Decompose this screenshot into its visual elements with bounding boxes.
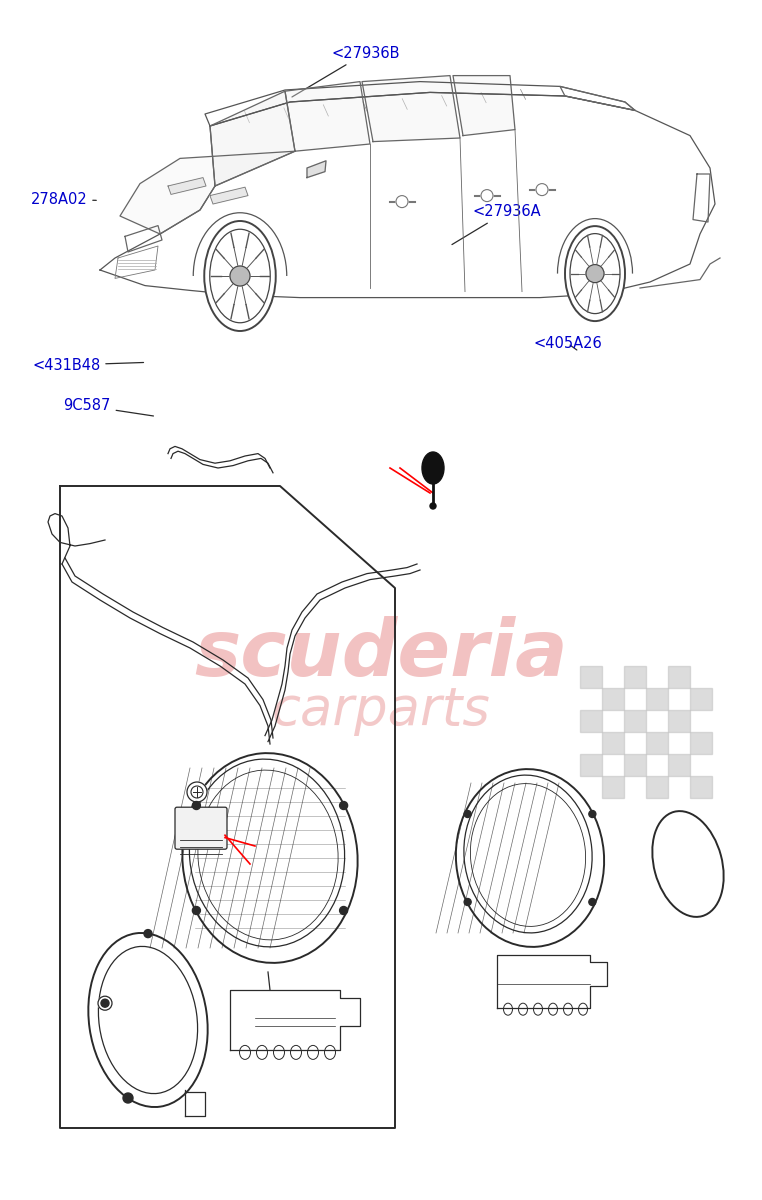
FancyBboxPatch shape: [175, 808, 227, 850]
Polygon shape: [307, 161, 326, 178]
Bar: [602, 776, 624, 798]
Circle shape: [396, 196, 408, 208]
Bar: [624, 666, 646, 688]
Circle shape: [589, 810, 596, 817]
Text: <27936B: <27936B: [292, 46, 400, 97]
Circle shape: [340, 802, 347, 810]
Text: <431B48: <431B48: [32, 358, 143, 372]
Bar: [624, 710, 646, 732]
Text: scuderia: scuderia: [194, 616, 568, 692]
Circle shape: [123, 1093, 133, 1103]
Bar: [668, 710, 690, 732]
Polygon shape: [210, 91, 295, 186]
Circle shape: [589, 899, 596, 906]
Polygon shape: [120, 151, 295, 234]
Polygon shape: [168, 178, 206, 194]
Circle shape: [430, 503, 436, 509]
Circle shape: [192, 906, 200, 914]
Circle shape: [230, 266, 250, 286]
Circle shape: [464, 899, 471, 906]
Bar: [668, 754, 690, 776]
Circle shape: [481, 190, 493, 202]
Bar: [580, 754, 602, 776]
Bar: [668, 666, 690, 688]
Circle shape: [536, 184, 548, 196]
Bar: [580, 666, 602, 688]
Circle shape: [144, 930, 152, 937]
Bar: [690, 732, 712, 754]
Polygon shape: [453, 76, 515, 136]
Bar: [646, 776, 668, 798]
Circle shape: [98, 996, 112, 1010]
Bar: [602, 688, 624, 710]
Bar: [646, 688, 668, 710]
Polygon shape: [210, 187, 248, 204]
Polygon shape: [285, 82, 370, 151]
Ellipse shape: [422, 452, 444, 484]
Polygon shape: [362, 76, 460, 142]
Ellipse shape: [565, 226, 625, 322]
Text: carparts: carparts: [271, 684, 491, 737]
Bar: [690, 688, 712, 710]
Bar: [646, 732, 668, 754]
Bar: [580, 710, 602, 732]
Text: <27936A: <27936A: [452, 204, 541, 245]
Circle shape: [192, 802, 200, 810]
Bar: [624, 754, 646, 776]
Text: 278A02: 278A02: [30, 192, 96, 206]
Circle shape: [187, 782, 207, 802]
Circle shape: [464, 810, 471, 817]
Text: 9C587: 9C587: [63, 398, 153, 416]
Circle shape: [586, 264, 604, 282]
Circle shape: [101, 1000, 109, 1007]
Bar: [602, 732, 624, 754]
Text: <405A26: <405A26: [533, 336, 602, 350]
Circle shape: [340, 906, 347, 914]
Bar: [690, 776, 712, 798]
Ellipse shape: [204, 221, 276, 331]
